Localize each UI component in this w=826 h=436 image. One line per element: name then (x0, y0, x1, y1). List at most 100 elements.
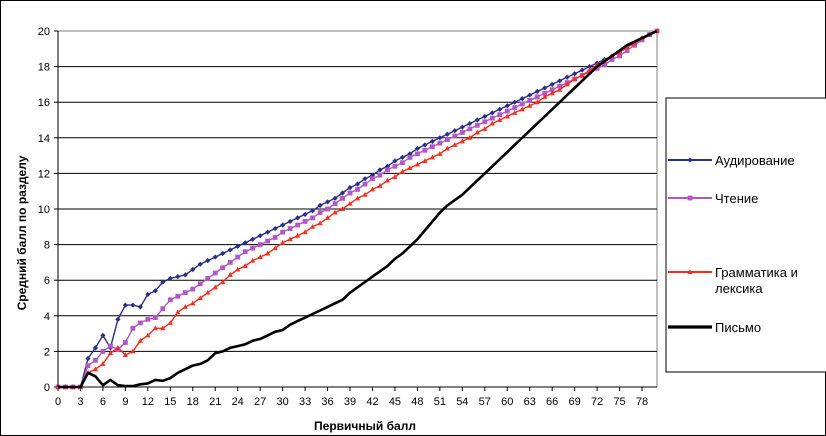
data-point (190, 300, 196, 306)
x-tick-label: 18 (187, 396, 199, 408)
data-point (354, 195, 361, 201)
data-point (317, 210, 323, 215)
data-point (414, 145, 420, 152)
data-point (85, 355, 91, 362)
data-point (235, 243, 241, 249)
data-point (422, 142, 428, 148)
data-point (130, 348, 136, 354)
data-point (182, 290, 188, 296)
data-point (257, 242, 263, 247)
legend-label: Аудирование (715, 153, 795, 168)
x-tick-label: 12 (142, 396, 154, 408)
data-point (385, 167, 390, 173)
data-point (422, 158, 428, 163)
data-point (474, 117, 480, 123)
legend-item-0: Аудирование (668, 153, 795, 168)
x-tick-label: 63 (524, 396, 536, 408)
x-tick-label: 60 (501, 396, 513, 408)
data-point (197, 295, 203, 300)
legend-marker (687, 195, 693, 201)
data-point (489, 115, 495, 121)
series-0 (55, 28, 660, 390)
data-point (272, 225, 278, 232)
data-point (504, 103, 510, 109)
data-point (332, 209, 338, 215)
data-point (205, 258, 211, 264)
data-point (369, 186, 376, 192)
data-point (549, 87, 555, 93)
series-group (55, 28, 660, 390)
data-point (340, 195, 345, 201)
data-point (489, 110, 495, 116)
data-point (175, 309, 181, 315)
data-point (85, 363, 91, 369)
data-point (534, 94, 540, 100)
data-point (152, 288, 158, 294)
data-point (579, 72, 585, 78)
data-point (235, 266, 241, 272)
data-point (137, 337, 143, 343)
data-point (197, 281, 203, 287)
data-point (519, 106, 525, 112)
data-point (392, 174, 398, 179)
data-point (444, 137, 450, 142)
data-point (519, 96, 525, 102)
x-tick-label: 51 (434, 396, 446, 408)
data-point (512, 110, 518, 115)
data-point (332, 195, 338, 201)
legend-marker (687, 157, 693, 163)
data-point (190, 286, 196, 292)
data-point (414, 161, 420, 167)
data-point (407, 165, 413, 171)
data-point (212, 284, 218, 290)
data-point (272, 245, 278, 251)
data-point (115, 316, 121, 322)
x-tick-label: 33 (299, 396, 311, 408)
data-point (459, 124, 465, 130)
y-tick-label: 6 (44, 275, 50, 287)
data-point (145, 316, 151, 322)
data-point (280, 240, 286, 245)
data-point (497, 112, 503, 118)
x-tick-label: 30 (277, 396, 289, 408)
data-point (422, 147, 428, 153)
data-point (309, 208, 316, 214)
data-point (377, 183, 383, 188)
data-point (549, 90, 555, 96)
x-tick-label: 57 (479, 396, 491, 408)
data-point (250, 245, 256, 251)
data-point (452, 128, 458, 134)
data-point (280, 229, 286, 235)
x-tick-label: 66 (546, 396, 558, 408)
data-point (280, 222, 286, 228)
x-tick-label: 39 (344, 396, 356, 408)
data-point (265, 229, 271, 235)
data-point (572, 71, 578, 77)
data-point (220, 279, 226, 284)
data-point (212, 254, 218, 260)
data-point (407, 151, 413, 157)
x-tick-label: 21 (209, 396, 221, 408)
data-point (467, 126, 473, 132)
data-point (220, 265, 226, 271)
x-tick-label: 15 (164, 396, 176, 408)
data-point (572, 76, 578, 82)
legend-label: Письмо (715, 320, 761, 335)
data-point (527, 92, 533, 98)
data-point (399, 168, 406, 174)
legend-label: лексика (715, 281, 763, 296)
data-point (459, 138, 465, 144)
y-tick-label: 18 (38, 62, 50, 74)
data-point (482, 113, 488, 120)
data-point (145, 291, 151, 298)
data-point (107, 350, 114, 356)
data-point (302, 229, 308, 235)
x-tick-label: 0 (55, 396, 61, 408)
data-point (122, 302, 128, 308)
y-tick-label: 2 (44, 346, 50, 358)
x-tick-label: 24 (232, 396, 244, 408)
data-point (122, 340, 128, 345)
data-point (137, 320, 143, 326)
x-tick-label: 48 (411, 396, 423, 408)
data-point (302, 211, 308, 217)
